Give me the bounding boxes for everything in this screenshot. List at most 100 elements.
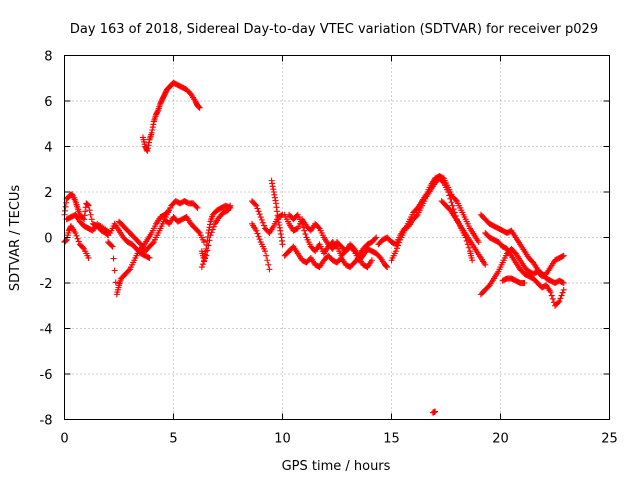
data-point — [372, 235, 379, 242]
data-point — [264, 257, 271, 264]
data-point — [257, 214, 264, 221]
y-tick-label: 0 — [44, 232, 52, 247]
data-point — [198, 264, 205, 271]
data-point — [266, 266, 273, 273]
x-tick-label: 5 — [169, 432, 177, 447]
data-point — [201, 258, 208, 265]
data-point — [87, 211, 94, 218]
data-point — [253, 202, 260, 209]
data-point — [350, 247, 357, 254]
data-points — [61, 79, 567, 416]
data-point — [449, 202, 456, 209]
y-tick-label: 6 — [44, 95, 52, 110]
data-point — [413, 212, 420, 219]
y-tick-label: 2 — [44, 186, 52, 201]
data-point — [145, 254, 152, 261]
data-point — [227, 202, 234, 209]
data-point — [373, 234, 380, 241]
data-point — [521, 280, 528, 286]
data-point — [85, 202, 92, 209]
data-point — [560, 280, 567, 286]
data-point — [395, 242, 402, 249]
data-point — [465, 244, 472, 251]
x-tick-label: 20 — [492, 432, 509, 447]
data-point — [559, 253, 566, 260]
data-point — [108, 242, 115, 249]
data-point — [448, 199, 455, 206]
data-point — [469, 257, 476, 264]
data-point — [204, 247, 211, 254]
data-point — [109, 243, 116, 250]
data-point — [201, 239, 208, 246]
y-axis-label: SDTVAR / TECUs — [8, 185, 23, 292]
data-point — [74, 235, 81, 242]
data-point — [72, 229, 79, 236]
data-point — [393, 245, 400, 252]
data-point — [279, 241, 286, 248]
data-point — [256, 236, 263, 243]
chart-title: Day 163 of 2018, Sidereal Day-to-day VTE… — [70, 22, 598, 37]
data-point — [255, 208, 262, 215]
data-point — [560, 252, 567, 259]
data-point — [254, 205, 261, 212]
data-point — [263, 252, 270, 259]
data-point — [85, 254, 92, 261]
data-point — [301, 227, 308, 234]
data-point — [199, 261, 206, 268]
data-point — [111, 267, 118, 274]
data-point — [110, 255, 117, 262]
data-point — [559, 289, 566, 296]
data-point — [254, 230, 261, 237]
data-point — [80, 244, 87, 251]
data-point — [252, 201, 259, 208]
data-point — [392, 248, 399, 255]
data-point — [262, 248, 269, 255]
data-point — [547, 289, 554, 296]
data-point — [332, 242, 339, 249]
data-point — [208, 229, 215, 236]
data-point — [559, 279, 566, 286]
data-point — [146, 254, 153, 261]
y-tick-label: 8 — [44, 50, 52, 65]
data-point — [253, 227, 260, 234]
data-point — [207, 232, 214, 239]
data-point — [260, 222, 267, 229]
data-point — [206, 237, 213, 244]
data-point — [482, 261, 489, 268]
data-point — [302, 231, 309, 238]
data-point — [196, 104, 203, 111]
data-point — [73, 232, 80, 239]
x-tick-label: 15 — [383, 432, 400, 447]
data-point — [125, 267, 132, 274]
data-point — [203, 252, 210, 259]
data-point — [548, 292, 555, 299]
data-point — [86, 207, 93, 214]
data-point — [560, 286, 567, 293]
data-point — [255, 233, 262, 240]
data-point — [452, 196, 459, 203]
data-point — [210, 223, 217, 230]
data-point — [209, 226, 216, 233]
data-point — [75, 238, 82, 245]
data-point — [259, 219, 266, 226]
data-point — [384, 264, 391, 271]
x-axis-label: GPS time / hours — [282, 459, 391, 474]
data-point — [396, 239, 403, 246]
axis-ticks: 0 5 10 15 20 25 -8 -6 -4 -2 0 2 4 6 8 — [40, 50, 618, 447]
x-tick-label: 10 — [274, 432, 291, 447]
data-point — [149, 240, 156, 247]
data-point — [315, 224, 322, 231]
data-point — [555, 299, 562, 306]
data-point — [432, 408, 439, 415]
grid-lines — [64, 55, 610, 420]
data-point — [88, 216, 95, 223]
data-point — [549, 295, 556, 302]
data-point — [300, 224, 307, 231]
data-point — [557, 295, 564, 302]
data-point — [368, 257, 375, 264]
y-tick-label: -6 — [40, 368, 53, 383]
data-point — [475, 239, 482, 246]
y-tick-label: -8 — [40, 414, 53, 429]
data-point — [558, 292, 565, 299]
